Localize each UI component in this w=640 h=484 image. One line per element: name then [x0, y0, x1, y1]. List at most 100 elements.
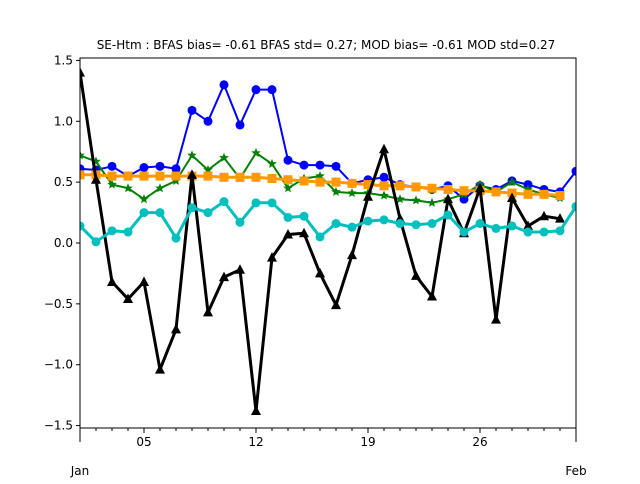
data-point [283, 228, 293, 239]
data-point [379, 172, 389, 182]
data-point [267, 85, 277, 95]
data-point [80, 221, 85, 231]
data-point [267, 158, 277, 168]
x-tick-label: 26 [472, 435, 487, 449]
data-point [331, 219, 341, 229]
data-point [251, 405, 261, 415]
data-point [80, 150, 85, 160]
data-point [155, 183, 165, 193]
data-point [171, 233, 181, 243]
data-point [555, 191, 565, 201]
data-point [411, 182, 421, 192]
data-point [91, 174, 101, 184]
data-point [315, 171, 325, 181]
data-point [507, 192, 517, 202]
y-tick-label: −1.5 [44, 419, 73, 433]
data-point [155, 171, 165, 181]
data-point [443, 184, 453, 194]
data-point [315, 267, 325, 278]
data-point [155, 208, 165, 218]
data-point [139, 208, 149, 218]
data-point [267, 252, 277, 262]
data-point [123, 227, 133, 237]
data-point [299, 176, 309, 186]
x-tick-label: 05 [136, 435, 151, 449]
data-point [139, 171, 149, 181]
data-point [235, 120, 245, 130]
data-point [235, 217, 245, 227]
data-point [331, 161, 341, 171]
data-point [507, 221, 517, 231]
data-point [491, 187, 501, 197]
data-point [203, 306, 213, 317]
data-point [443, 210, 453, 220]
data-point [539, 189, 549, 199]
data-point [491, 223, 501, 233]
data-point [395, 181, 405, 191]
data-point [91, 156, 101, 166]
plot-area [80, 58, 576, 428]
y-tick-label: 0.0 [54, 236, 73, 250]
series-3 [80, 67, 565, 415]
data-point [107, 161, 117, 171]
x-tick-label: 19 [360, 435, 375, 449]
data-point [379, 190, 389, 200]
x-edge-label-right: Feb [565, 464, 586, 478]
data-point [267, 198, 277, 208]
data-point [523, 184, 533, 194]
data-point [539, 210, 549, 221]
data-point [123, 183, 133, 193]
data-point [187, 203, 197, 213]
y-tick-label: 0.5 [54, 175, 73, 189]
data-point [187, 105, 197, 115]
data-point [475, 219, 485, 229]
data-point [459, 227, 469, 237]
data-point [299, 160, 309, 170]
data-point [571, 166, 576, 176]
data-point [219, 80, 229, 90]
y-tick-label: 1.0 [54, 114, 73, 128]
data-point [155, 161, 165, 171]
data-point [411, 220, 421, 230]
data-point [283, 212, 293, 222]
data-point [139, 194, 149, 204]
data-point [363, 180, 373, 190]
data-point [123, 293, 133, 303]
data-point [283, 183, 293, 193]
data-point [219, 152, 229, 162]
data-point [491, 314, 501, 324]
data-point [171, 164, 181, 174]
data-point [395, 194, 405, 204]
data-point [427, 219, 437, 229]
data-point [187, 169, 197, 179]
data-point [171, 171, 181, 181]
data-point [123, 171, 133, 181]
data-point [571, 201, 576, 211]
data-point [107, 179, 117, 189]
data-point [107, 226, 117, 236]
data-point [139, 276, 149, 286]
series-layer [80, 67, 576, 415]
data-point [331, 299, 341, 310]
axis-layer: −1.5 −1.0 −0.5 0.0 0.5 1.0 1.5 05 12 19 26 [44, 53, 577, 449]
data-point [363, 216, 373, 226]
data-point [203, 208, 213, 218]
data-point [171, 323, 181, 334]
data-point [523, 220, 533, 230]
data-point [203, 171, 213, 181]
data-point [299, 227, 309, 238]
data-point [219, 197, 229, 207]
data-point [427, 183, 437, 193]
data-point [555, 213, 565, 223]
data-point [411, 195, 421, 205]
data-point [347, 178, 357, 188]
data-point [251, 147, 261, 157]
data-point [459, 186, 469, 196]
data-point [331, 186, 341, 196]
data-point [91, 237, 101, 247]
data-point [155, 364, 165, 374]
data-point [187, 150, 197, 160]
data-point [251, 85, 261, 95]
